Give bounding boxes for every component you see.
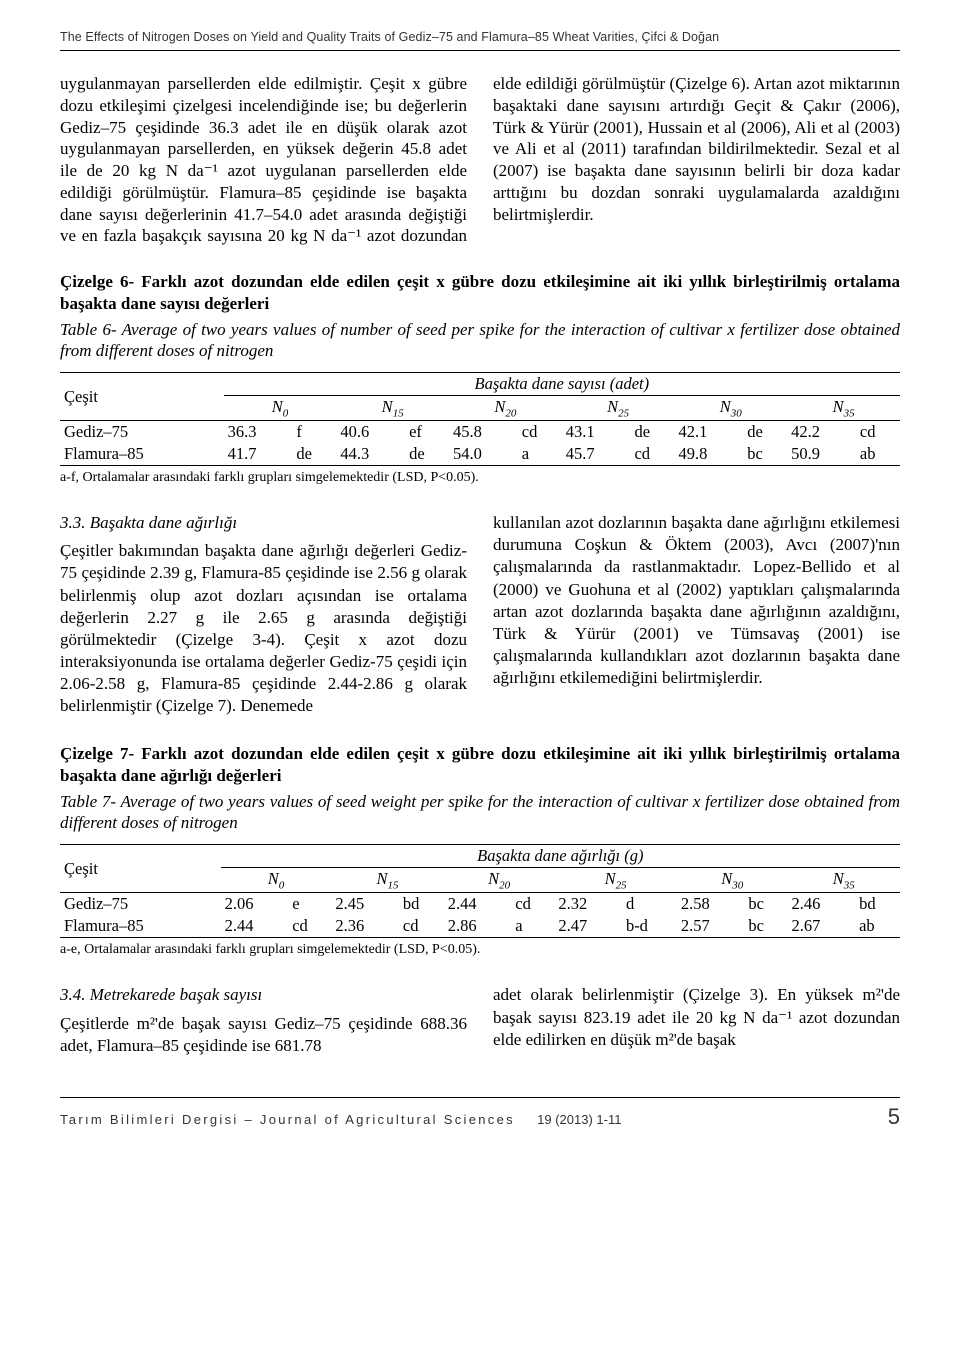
table-row: Flamura–85 2.44cd 2.36cd 2.86a 2.47b-d 2…	[60, 915, 900, 938]
table7-r0-g5: bd	[855, 893, 900, 916]
table6-r1-v4: 49.8	[674, 443, 743, 466]
table6-r0-v4: 42.1	[674, 421, 743, 444]
table7-group-header: Başakta dane ağırlığı (g)	[221, 845, 900, 868]
table6: Çeşit Başakta dane sayısı (adet) N0 N15 …	[60, 372, 900, 466]
table6-r0-v1: 40.6	[336, 421, 405, 444]
table7: Çeşit Başakta dane ağırlığı (g) N0 N15 N…	[60, 844, 900, 938]
table6-col-n25: N25	[562, 396, 675, 421]
page-footer: Tarım Bilimleri Dergisi – Journal of Agr…	[60, 1097, 900, 1130]
table-row: Gediz–75 36.3f 40.6ef 45.8cd 43.1de 42.1…	[60, 421, 900, 444]
intro-paragraph: uygulanmayan parsellerden elde edilmişti…	[60, 73, 900, 247]
table7-r0-g4: bc	[744, 893, 787, 916]
table6-group-header: Başakta dane sayısı (adet)	[224, 373, 900, 396]
footer-page: 5	[888, 1104, 900, 1130]
table7-caption-tr: Çizelge 7- Farklı azot dozundan elde edi…	[60, 743, 900, 787]
table7-caption-en: Table 7- Average of two years values of …	[60, 791, 900, 835]
table7-rowlabel: Çeşit	[60, 845, 221, 893]
table7-r0-v5: 2.46	[788, 893, 856, 916]
table6-r1-g4: bc	[743, 443, 787, 466]
table7-r0-v4: 2.58	[677, 893, 745, 916]
table7-footnote: a-e, Ortalamalar arasındaki farklı grupl…	[60, 942, 900, 958]
table6-r1-v3: 45.7	[562, 443, 631, 466]
table6-r0-v3: 43.1	[562, 421, 631, 444]
table6-r0-g5: cd	[856, 421, 900, 444]
table7-r1-g1: cd	[399, 915, 444, 938]
table7-col-n0: N0	[221, 868, 332, 893]
table6-r0-v2: 45.8	[449, 421, 518, 444]
table6-r0-g0: f	[292, 421, 336, 444]
footer-issue: 19 (2013) 1-11	[537, 1112, 621, 1127]
sec34-title: 3.4. Metrekarede başak sayısı	[60, 984, 467, 1006]
sec33-right: kullanılan azot dozlarının başakta dane …	[493, 512, 900, 689]
table6-r1-v0: 41.7	[224, 443, 293, 466]
table7-r1-v3: 2.47	[554, 915, 622, 938]
table6-col-n35: N35	[787, 396, 900, 421]
table6-r1-v1: 44.3	[336, 443, 405, 466]
table7-r1-v2: 2.86	[444, 915, 512, 938]
table7-r1-g2: a	[511, 915, 554, 938]
table-row: Gediz–75 2.06e 2.45bd 2.44cd 2.32d 2.58b…	[60, 893, 900, 916]
table7-r1-v5: 2.67	[788, 915, 856, 938]
table6-caption-en: Table 6- Average of two years values of …	[60, 319, 900, 363]
table7-r0-v3: 2.32	[554, 893, 622, 916]
table6-r0-g4: de	[743, 421, 787, 444]
table7-r0-v2: 2.44	[444, 893, 512, 916]
running-head: The Effects of Nitrogen Doses on Yield a…	[60, 30, 900, 44]
footer-journal: Tarım Bilimleri Dergisi – Journal of Agr…	[60, 1112, 515, 1127]
table7-r0-g0: e	[288, 893, 331, 916]
table7-r1-v1: 2.36	[331, 915, 399, 938]
sec33-title: 3.3. Başakta dane ağırlığı	[60, 512, 467, 534]
table7-r1-g3: b-d	[622, 915, 677, 938]
table6-r1-v2: 54.0	[449, 443, 518, 466]
table6-caption-tr: Çizelge 6- Farklı azot dozundan elde edi…	[60, 271, 900, 315]
table7-col-n15: N15	[331, 868, 443, 893]
sec34-left: Çeşitlerde m²'de başak sayısı Gediz–75 ç…	[60, 1013, 467, 1057]
table7-r1-v0: 2.44	[221, 915, 289, 938]
table7-col-n35: N35	[788, 868, 900, 893]
table6-col-n20: N20	[449, 396, 562, 421]
table6-r0-g1: ef	[405, 421, 449, 444]
table6-r1-g1: de	[405, 443, 449, 466]
table6-r0-g2: cd	[518, 421, 562, 444]
sec33-left: Çeşitler bakımından başakta dane ağırlığ…	[60, 540, 467, 717]
table6-r1-g5: ab	[856, 443, 900, 466]
table7-r1-v4: 2.57	[677, 915, 745, 938]
table7-r0-g3: d	[622, 893, 677, 916]
table6-footnote: a-f, Ortalamalar arasındaki farklı grupl…	[60, 470, 900, 486]
table7-col-n25: N25	[554, 868, 676, 893]
table6-r1-g2: a	[518, 443, 562, 466]
table6-r1-g3: cd	[630, 443, 674, 466]
table-row: Flamura–85 41.7de 44.3de 54.0a 45.7cd 49…	[60, 443, 900, 466]
table7-col-n20: N20	[444, 868, 555, 893]
table6-r0-g3: de	[630, 421, 674, 444]
table7-r0-g2: cd	[511, 893, 554, 916]
sec34-right: adet olarak belirlenmiştir (Çizelge 3). …	[493, 984, 900, 1050]
table6-col-n0: N0	[224, 396, 337, 421]
table7-r0-name: Gediz–75	[60, 893, 221, 916]
table7-r1-name: Flamura–85	[60, 915, 221, 938]
table6-r1-g0: de	[292, 443, 336, 466]
table6-r1-name: Flamura–85	[60, 443, 224, 466]
table6-col-n30: N30	[674, 396, 787, 421]
table7-r0-v1: 2.45	[331, 893, 399, 916]
head-rule	[60, 50, 900, 51]
table6-r0-name: Gediz–75	[60, 421, 224, 444]
table6-r0-v0: 36.3	[224, 421, 293, 444]
intro-columns: uygulanmayan parsellerden elde edilmişti…	[60, 73, 900, 247]
table6-col-n15: N15	[336, 396, 449, 421]
table7-r1-g5: ab	[855, 915, 900, 938]
table7-r1-g0: cd	[288, 915, 331, 938]
table7-r1-g4: bc	[744, 915, 787, 938]
table7-r0-v0: 2.06	[221, 893, 289, 916]
table7-col-n30: N30	[677, 868, 788, 893]
table6-r0-v5: 42.2	[787, 421, 856, 444]
table7-r0-g1: bd	[399, 893, 444, 916]
table6-rowlabel: Çeşit	[60, 373, 224, 421]
table6-r1-v5: 50.9	[787, 443, 856, 466]
